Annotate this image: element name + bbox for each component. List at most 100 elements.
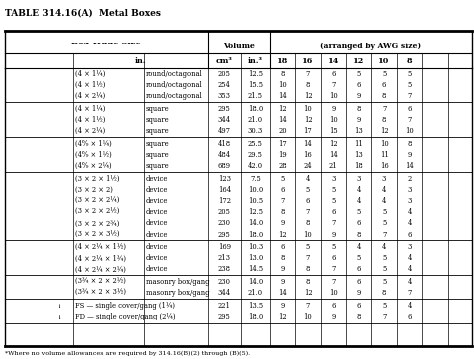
Text: (4⁶⁄₉ × 1½): (4⁶⁄₉ × 1½): [75, 151, 111, 159]
Text: 18.0: 18.0: [248, 313, 263, 321]
Text: 7: 7: [306, 302, 310, 310]
Text: mm: mm: [30, 57, 47, 65]
Text: (4 × 2¼ × 2¼): (4 × 2¼ × 2¼): [75, 266, 126, 274]
Text: 7: 7: [382, 230, 386, 239]
Text: 10: 10: [303, 313, 312, 321]
Text: 169: 169: [218, 243, 231, 251]
Text: 75 × 50 × 65: 75 × 50 × 65: [6, 208, 52, 216]
Text: 8: 8: [407, 57, 412, 65]
Text: 2: 2: [433, 266, 437, 274]
Text: 6: 6: [407, 326, 411, 334]
Text: 4: 4: [356, 243, 361, 251]
Text: Box Trade Size: Box Trade Size: [72, 38, 141, 46]
Text: 9: 9: [407, 151, 411, 159]
Text: 10: 10: [405, 127, 414, 135]
Text: 7: 7: [331, 219, 336, 227]
Text: 11: 11: [355, 140, 363, 148]
Text: 230: 230: [218, 219, 231, 227]
Text: 4: 4: [306, 175, 310, 183]
Text: 395: 395: [218, 337, 231, 345]
Text: 12: 12: [380, 127, 388, 135]
Text: 18: 18: [355, 162, 363, 170]
Text: 6: 6: [306, 197, 310, 205]
Text: 7: 7: [382, 326, 386, 334]
Text: 689: 689: [218, 162, 231, 170]
Text: 344: 344: [218, 116, 231, 124]
Text: device: device: [146, 230, 168, 239]
Text: 75 × 50 × 90: 75 × 50 × 90: [6, 230, 52, 239]
Text: device: device: [146, 243, 168, 251]
Text: device: device: [146, 175, 168, 183]
Text: 295: 295: [218, 326, 231, 334]
Text: 9: 9: [281, 302, 285, 310]
Text: 30.3: 30.3: [248, 127, 263, 135]
Text: (4 × 2¼): (4 × 2¼): [75, 127, 105, 135]
Text: 14: 14: [278, 289, 287, 297]
Text: square: square: [146, 162, 169, 170]
Text: 1: 1: [433, 175, 437, 183]
Text: 17: 17: [278, 140, 287, 148]
Text: 4: 4: [407, 208, 411, 216]
Text: masonry box/gang: masonry box/gang: [146, 289, 209, 297]
Text: 3: 3: [433, 81, 437, 89]
Text: device: device: [146, 254, 168, 262]
Text: (4 × 1½): (4 × 1½): [75, 116, 105, 124]
Text: 13.5: 13.5: [248, 302, 263, 310]
Text: 164: 164: [218, 186, 231, 194]
Text: 10: 10: [355, 337, 363, 345]
Text: 100 × 38: 100 × 38: [6, 116, 38, 124]
Text: (4⁶⁄₉ × 1¼): (4⁶⁄₉ × 1¼): [75, 140, 111, 148]
Text: 3: 3: [433, 230, 437, 239]
Text: FS — multiple cover/gang (1¼): FS — multiple cover/gang (1¼): [75, 326, 182, 334]
Text: 8: 8: [306, 81, 310, 89]
Text: 4: 4: [433, 92, 437, 100]
Text: 295: 295: [218, 313, 231, 321]
Text: 6: 6: [331, 208, 336, 216]
Text: (3¾ × 2 × 3½): (3¾ × 2 × 3½): [75, 289, 126, 297]
Text: 5: 5: [331, 186, 336, 194]
Text: round/octagonal: round/octagonal: [146, 70, 202, 78]
Text: (4 × 2¼ × 1½): (4 × 2¼ × 1½): [75, 243, 126, 251]
Text: 7: 7: [382, 313, 386, 321]
Text: 5: 5: [281, 175, 285, 183]
Text: square: square: [146, 105, 169, 113]
Text: 123: 123: [218, 175, 231, 183]
Text: (4 × 1½): (4 × 1½): [75, 81, 105, 89]
Text: 6: 6: [382, 81, 386, 89]
Text: 120 × 54: 120 × 54: [6, 162, 37, 170]
Text: min. 44.5 depth: min. 44.5 depth: [6, 302, 61, 310]
Text: 100 × 54 × 38: 100 × 54 × 38: [6, 243, 56, 251]
Text: 8: 8: [407, 337, 411, 345]
Text: 12: 12: [278, 105, 287, 113]
Text: 5: 5: [407, 70, 411, 78]
Text: 10: 10: [303, 230, 312, 239]
Text: 5: 5: [407, 81, 411, 89]
Text: 15: 15: [329, 127, 337, 135]
Text: 4: 4: [433, 116, 437, 124]
Text: (4 × 1¼): (4 × 1¼): [75, 70, 105, 78]
Text: 3: 3: [433, 105, 437, 113]
Text: 17: 17: [303, 127, 312, 135]
Text: 16: 16: [303, 151, 312, 159]
Text: 29.5: 29.5: [248, 151, 263, 159]
Text: 6: 6: [407, 105, 411, 113]
Text: 6: 6: [432, 57, 438, 65]
Text: 5: 5: [382, 208, 386, 216]
Text: 2: 2: [433, 186, 437, 194]
Text: 7: 7: [306, 254, 310, 262]
Text: 95 × 50 × 65: 95 × 50 × 65: [6, 278, 52, 286]
Text: device: device: [146, 186, 168, 194]
Text: 7: 7: [331, 278, 336, 286]
Text: 12: 12: [278, 326, 287, 334]
Text: 3: 3: [407, 197, 411, 205]
Text: 14: 14: [278, 92, 287, 100]
Text: 9: 9: [356, 116, 361, 124]
Text: device: device: [146, 219, 168, 227]
Text: cm³: cm³: [216, 57, 233, 65]
Text: 7: 7: [331, 81, 336, 89]
Text: FD — single cover/gang (2¼): FD — single cover/gang (2¼): [75, 313, 175, 321]
Text: 8: 8: [306, 219, 310, 227]
Text: 8: 8: [382, 289, 386, 297]
Text: (3 × 2 × 2¾): (3 × 2 × 2¾): [75, 219, 119, 227]
Text: 9: 9: [281, 219, 285, 227]
